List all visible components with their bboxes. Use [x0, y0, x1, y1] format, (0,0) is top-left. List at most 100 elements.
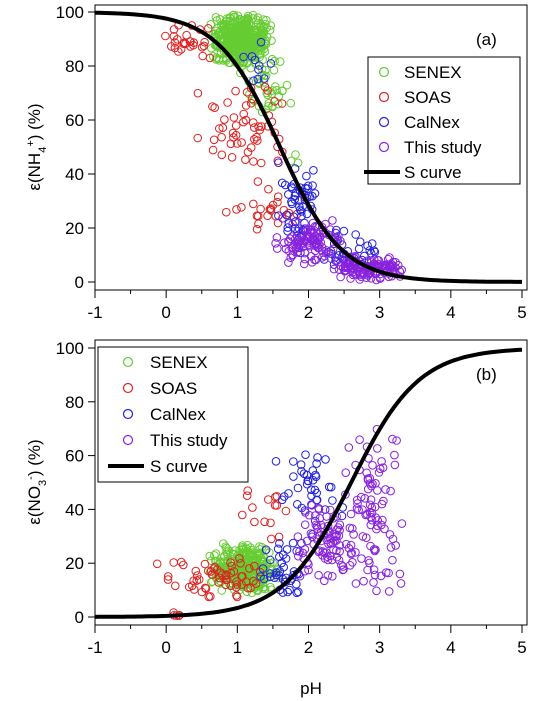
point-this-study — [384, 568, 393, 578]
point-calnex — [301, 450, 310, 460]
point-soas — [180, 38, 189, 48]
point-senex — [214, 28, 223, 38]
point-this-study — [337, 560, 346, 570]
point-this-study — [345, 523, 355, 533]
point-soas — [252, 224, 262, 234]
point-soas — [161, 31, 170, 41]
point-this-study — [351, 548, 360, 557]
point-soas — [231, 130, 241, 140]
point-this-study — [304, 565, 313, 575]
point-soas — [192, 576, 202, 585]
point-this-study — [397, 519, 407, 528]
point-this-study — [327, 254, 336, 263]
point-soas — [209, 135, 219, 145]
point-calnex — [259, 574, 269, 584]
panel-a-s-curve — [94, 10, 522, 284]
point-calnex — [354, 244, 364, 254]
point-this-study — [359, 269, 369, 279]
point-this-study — [359, 576, 368, 586]
point-this-study — [300, 566, 310, 576]
point-this-study — [380, 524, 389, 534]
point-senex — [220, 557, 229, 566]
point-this-study — [284, 258, 293, 267]
point-this-study — [373, 255, 382, 265]
point-soas — [163, 575, 173, 584]
point-soas — [250, 561, 259, 571]
point-calnex — [299, 469, 309, 479]
point-calnex — [254, 65, 263, 74]
legend-marker-calnex — [378, 116, 390, 128]
point-this-study — [341, 468, 351, 478]
point-this-study — [309, 240, 319, 250]
y-tick-label: 40 — [65, 500, 84, 519]
point-calnex — [293, 483, 303, 493]
point-this-study — [328, 572, 337, 581]
point-this-study — [391, 263, 400, 272]
point-calnex — [266, 555, 275, 565]
point-this-study — [352, 495, 362, 505]
point-senex — [269, 65, 279, 75]
point-this-study — [320, 576, 329, 586]
point-this-study — [374, 259, 383, 269]
point-this-study — [314, 504, 324, 513]
point-this-study — [271, 239, 280, 248]
point-calnex — [313, 453, 322, 462]
point-this-study — [334, 231, 343, 241]
legend-label-this-study: This study — [150, 431, 228, 450]
point-senex — [221, 47, 231, 57]
point-soas — [169, 558, 178, 567]
panel-a-label: (a) — [476, 30, 497, 49]
point-senex — [254, 550, 264, 560]
point-soas — [249, 157, 258, 166]
point-this-study — [338, 562, 348, 571]
point-this-study — [310, 255, 319, 265]
point-soas — [252, 132, 261, 142]
point-this-study — [322, 246, 331, 255]
point-senex — [252, 560, 262, 569]
y-tick-label: 0 — [75, 608, 84, 627]
point-this-study — [386, 543, 396, 552]
point-soas — [237, 572, 246, 581]
point-soas — [204, 592, 213, 602]
point-this-study — [390, 450, 399, 460]
point-this-study — [334, 531, 344, 541]
point-this-study — [386, 261, 396, 271]
point-soas — [238, 510, 247, 520]
point-soas — [222, 207, 231, 217]
point-calnex — [296, 460, 306, 469]
point-soas — [209, 564, 218, 573]
point-calnex — [283, 226, 292, 236]
point-calnex — [256, 37, 266, 47]
point-senex — [272, 86, 281, 95]
point-calnex — [258, 564, 268, 573]
point-senex — [258, 31, 267, 41]
point-calnex — [273, 544, 283, 554]
point-this-study — [336, 272, 345, 282]
point-this-study — [332, 552, 342, 562]
point-this-study — [385, 530, 395, 539]
point-calnex — [266, 572, 275, 582]
point-soas — [206, 567, 216, 576]
x-tick-label: -1 — [87, 303, 102, 322]
point-soas — [266, 518, 275, 528]
legend-label-soas: SOAS — [404, 88, 451, 107]
point-senex — [246, 543, 255, 553]
point-senex — [211, 12, 221, 22]
point-soas — [246, 143, 256, 152]
point-this-study — [286, 253, 296, 263]
point-calnex — [289, 570, 298, 580]
point-soas — [232, 205, 241, 214]
point-this-study — [366, 274, 376, 283]
panel-b-legend: SENEX SOAS CalNex This study S curve — [97, 346, 249, 483]
point-soas — [252, 136, 262, 145]
point-soas — [239, 117, 248, 127]
point-soas — [173, 35, 182, 44]
point-this-study — [325, 505, 335, 515]
point-calnex — [288, 184, 297, 193]
point-calnex — [239, 52, 248, 62]
point-soas — [200, 559, 210, 569]
point-soas — [241, 115, 251, 125]
point-soas — [274, 532, 284, 542]
point-senex — [226, 28, 236, 38]
